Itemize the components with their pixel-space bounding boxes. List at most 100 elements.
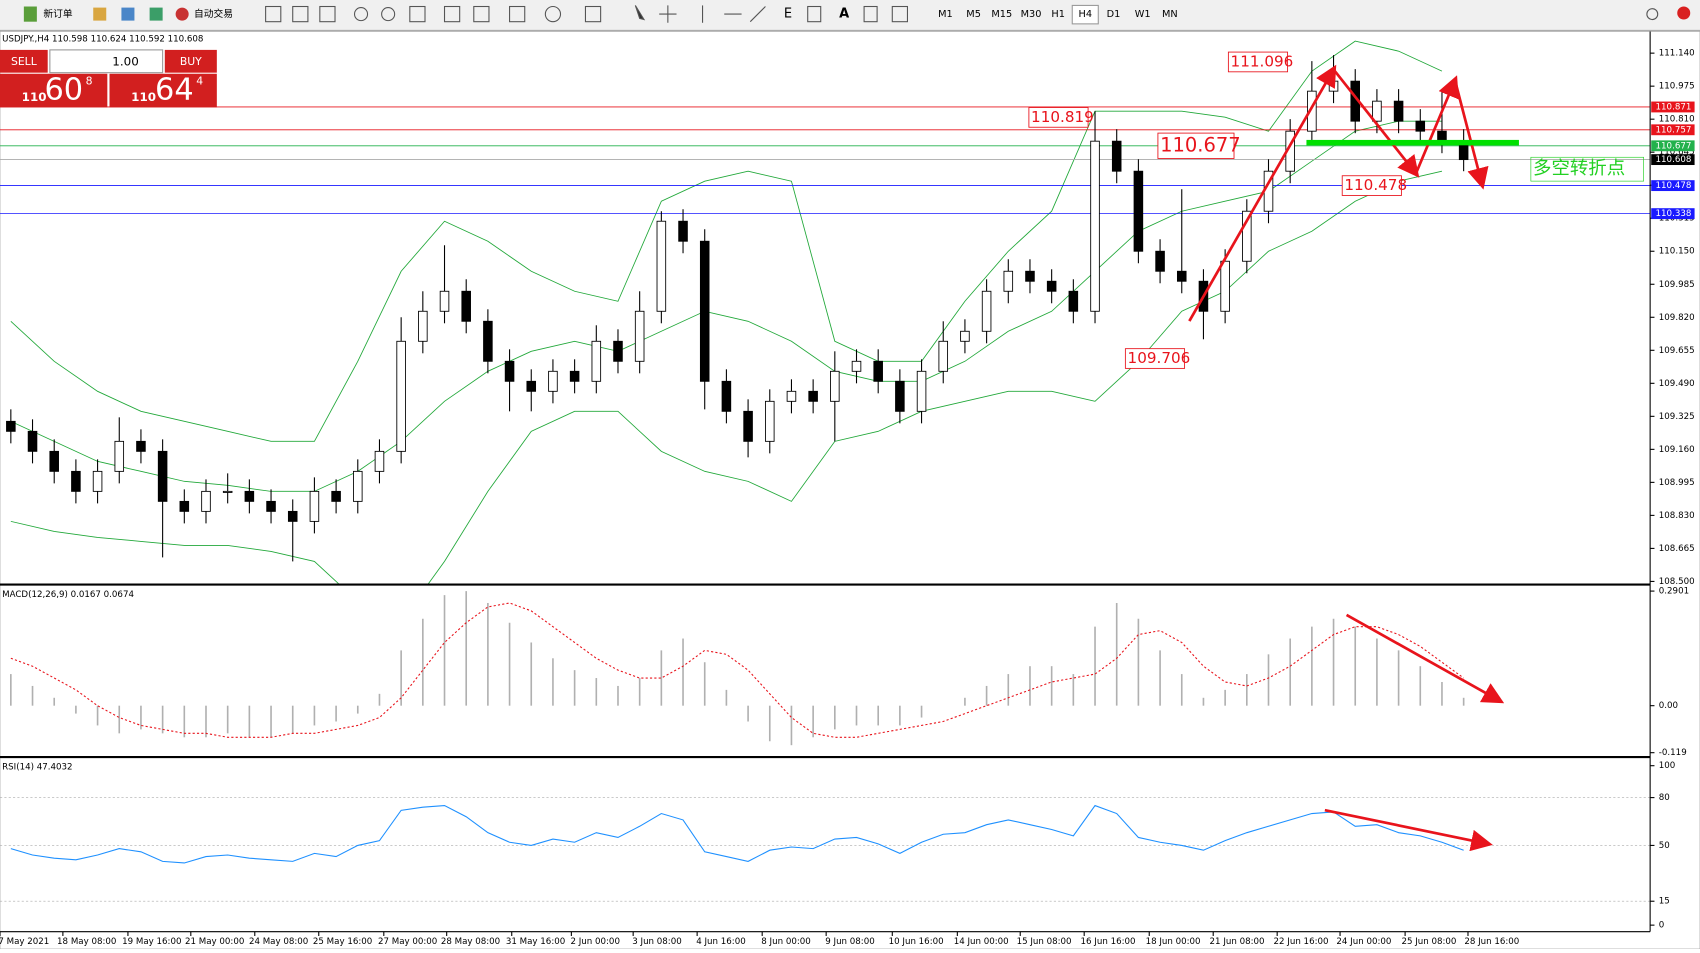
chart-header: USDJPY.,H4 110.598 110.624 110.592 110.6… [2,35,203,45]
trendline-tool[interactable] [749,6,766,23]
candle-body [656,220,667,312]
candle-body [1155,250,1165,272]
time-label: 18 Jun 00:00 [1146,937,1201,947]
candle-body [6,420,16,432]
timeframe-button[interactable]: D1 [1107,9,1121,20]
candle-body [71,470,81,492]
tool[interactable] [319,5,336,23]
tool[interactable] [584,5,602,23]
zoom-out[interactable] [381,7,396,22]
timeframe-button[interactable]: H4 [1078,9,1092,20]
candle-body [1307,90,1317,132]
timeframe-button[interactable]: M15 [991,9,1012,20]
time-label: 10 Jun 16:00 [889,937,944,947]
price-tick-label: 110.975 [1659,82,1695,92]
timeframe-button[interactable]: W1 [1135,9,1151,20]
timeframe-button[interactable]: H1 [1051,9,1065,20]
sell-button[interactable] [0,49,48,73]
time-label: 28 May 08:00 [441,937,500,947]
timeframe-button[interactable]: M5 [966,9,981,20]
time-label: 3 Jun 08:00 [632,937,681,947]
candle-body [1393,100,1404,122]
timeframe-button[interactable]: MN [1162,9,1178,20]
candle-body [981,290,992,332]
rsi-tick-label: 15 [1659,897,1670,907]
timeframe-button[interactable]: M1 [938,9,953,20]
candle-body [461,290,471,322]
tool[interactable] [807,5,822,23]
annotation: 110.478 [1344,176,1407,194]
volume[interactable]: 1.00 [112,54,139,68]
volume-input[interactable] [49,49,164,74]
time-label: 7 May 2021 [0,937,49,947]
macd-pane [10,591,1465,746]
auto-trading-icon[interactable] [175,7,189,21]
tool[interactable] [891,5,909,23]
tool[interactable] [265,5,282,23]
tool[interactable] [409,5,426,23]
candle-body [786,390,797,402]
time-label: 4 Jun 16:00 [696,937,745,947]
text-tool[interactable]: A [839,7,849,22]
tool[interactable] [443,5,461,23]
tool[interactable] [292,5,309,23]
candle-body [808,390,818,402]
annotation: 109.706 [1128,349,1191,367]
icon[interactable] [149,7,163,21]
price-level-box [1651,154,1695,166]
candle-body [1003,270,1014,292]
auto-trading-button[interactable]: 自动交易 [194,7,233,20]
candle-body [634,310,645,362]
price-level-label: 110.338 [1656,209,1692,219]
candle-body [1176,270,1187,282]
rsi-tick-label: 0 [1659,921,1665,931]
price-pip: 8 [86,74,93,87]
rsi-line [10,804,1464,864]
annotation: 110.819 [1031,108,1094,126]
drawing-tools [265,5,1659,23]
icon[interactable] [93,7,107,21]
candle-body [613,340,623,362]
candle-body [136,440,146,452]
cursor-tool[interactable] [634,5,646,21]
alert-badge[interactable] [1677,6,1691,20]
sell-price[interactable] [0,73,108,108]
new-order-button[interactable]: 新订单 [43,7,72,20]
sell-label[interactable]: SELL [11,55,37,68]
timeframe-button[interactable]: M30 [1021,9,1042,20]
candle-body [1090,140,1100,312]
tool[interactable] [544,5,562,23]
time-label: 19 May 16:00 [122,937,181,947]
zoom-in[interactable] [353,7,369,22]
candle-body [418,310,428,342]
price-tick-label: 110.150 [1659,247,1695,257]
price-level-box [1651,180,1695,192]
search[interactable] [1646,8,1659,21]
time-label: 2 Jun 00:00 [570,937,619,947]
tool[interactable] [863,5,878,23]
price-tick-label: 110.645 [1659,148,1695,158]
buy-price[interactable] [109,73,217,108]
buy-button[interactable] [164,49,217,73]
candle-body [222,490,233,493]
time-label: 24 May 08:00 [249,937,308,947]
new-order-icon[interactable] [23,6,37,22]
candle-body [309,490,320,522]
crosshair-tool[interactable] [659,5,677,23]
candle-body [699,240,710,382]
price-level-label: 110.871 [1656,102,1692,112]
price-level-label: 110.677 [1656,141,1692,151]
price-tick-label: 108.500 [1659,577,1695,587]
candle-body [1220,260,1230,312]
candle-body [1437,130,1447,142]
tool[interactable] [509,5,526,23]
buy-label[interactable]: BUY [180,55,202,68]
candle-body [678,220,688,242]
icon[interactable] [121,7,135,21]
trade-panel: SELL 1.00 BUY 110 60 8 110 64 4 [0,49,217,108]
bollinger-upper [10,40,1443,442]
price-tick-label: 109.325 [1659,412,1695,422]
candle-body [1242,210,1252,262]
tool[interactable] [473,5,490,23]
